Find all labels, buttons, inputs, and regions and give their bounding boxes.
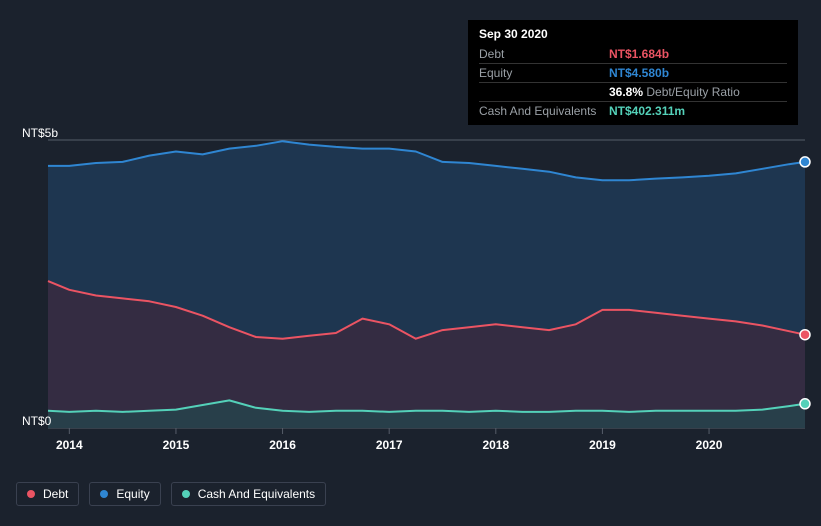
legend-item-cash[interactable]: Cash And Equivalents	[171, 482, 326, 506]
legend-dot-icon	[100, 490, 108, 498]
tooltip-row-value: NT$1.684b	[609, 45, 787, 64]
x-axis-label: 2015	[163, 438, 190, 452]
y-axis-label: NT$0	[22, 414, 51, 428]
chart-tooltip: Sep 30 2020 DebtNT$1.684bEquityNT$4.580b…	[468, 20, 798, 125]
legend-item-equity[interactable]: Equity	[89, 482, 160, 506]
x-axis-label: 2018	[482, 438, 509, 452]
chart-legend: Debt Equity Cash And Equivalents	[16, 482, 326, 506]
debt-equity-chart: NT$5b NT$0 2014 2015 2016 2017 2018 2019 2020 S…	[0, 0, 821, 526]
tooltip-row-value: 36.8% Debt/Equity Ratio	[609, 83, 787, 102]
legend-label: Cash And Equivalents	[198, 487, 315, 501]
x-axis-label: 2019	[589, 438, 616, 452]
y-axis-label: NT$5b	[22, 126, 58, 140]
tooltip-title: Sep 30 2020	[479, 27, 787, 41]
tooltip-row-label	[479, 83, 609, 102]
tooltip-row-label: Debt	[479, 45, 609, 64]
tooltip-row-label: Equity	[479, 64, 609, 83]
tooltip-row-label: Cash And Equivalents	[479, 102, 609, 121]
x-axis-label: 2016	[269, 438, 296, 452]
legend-item-debt[interactable]: Debt	[16, 482, 79, 506]
x-axis-label: 2014	[56, 438, 83, 452]
x-axis-label: 2020	[696, 438, 723, 452]
legend-dot-icon	[182, 490, 190, 498]
legend-label: Equity	[116, 487, 149, 501]
tooltip-table: DebtNT$1.684bEquityNT$4.580b36.8% Debt/E…	[479, 45, 787, 120]
legend-label: Debt	[43, 487, 68, 501]
tooltip-row-value: NT$4.580b	[609, 64, 787, 83]
x-axis-label: 2017	[376, 438, 403, 452]
legend-dot-icon	[27, 490, 35, 498]
tooltip-row-value: NT$402.311m	[609, 102, 787, 121]
